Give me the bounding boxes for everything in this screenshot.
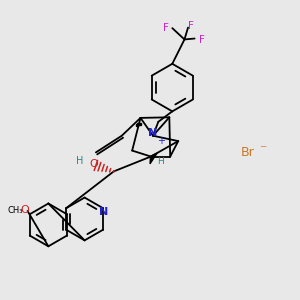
Text: ⁻: ⁻	[259, 143, 266, 157]
Text: H: H	[76, 156, 83, 166]
Text: Br: Br	[241, 146, 255, 160]
Text: F: F	[200, 35, 205, 45]
Text: N: N	[148, 128, 158, 138]
Text: CH₃: CH₃	[7, 206, 22, 215]
Text: H: H	[157, 158, 164, 166]
Text: O: O	[89, 159, 98, 169]
Text: F: F	[163, 23, 169, 33]
Text: O: O	[20, 205, 29, 215]
Text: N: N	[98, 207, 108, 217]
Text: F: F	[188, 21, 194, 31]
Text: +: +	[157, 136, 165, 146]
